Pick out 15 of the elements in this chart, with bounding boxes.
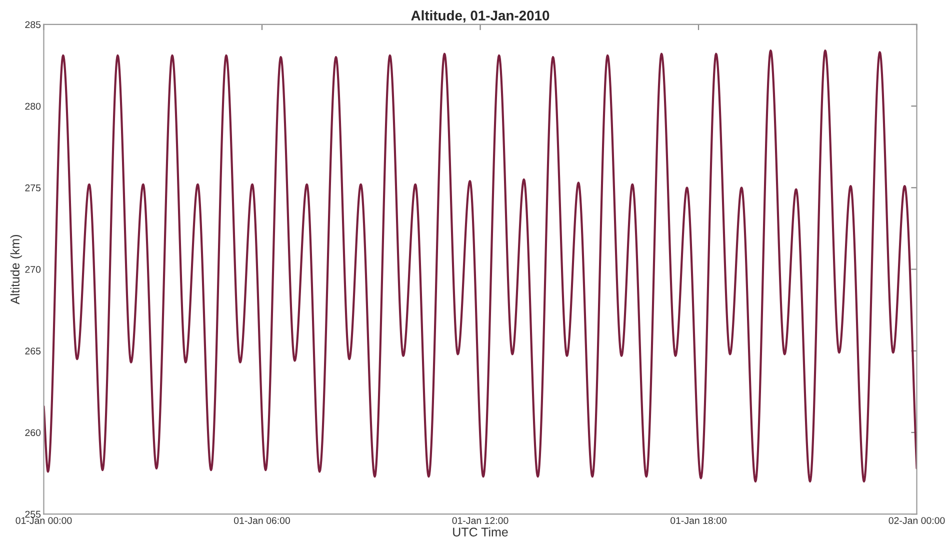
chart-title: Altitude, 01-Jan-2010 <box>411 10 550 22</box>
y-tick-label: 280 <box>25 102 41 110</box>
y-tick-label: 270 <box>25 266 41 273</box>
x-tick-label: 01-Jan 18:00 <box>670 517 727 524</box>
x-tick-label: 02-Jan 00:00 <box>888 517 945 524</box>
y-tick-label: 285 <box>25 21 41 28</box>
x-tick-label: 01-Jan 06:00 <box>234 517 290 524</box>
y-axis-title: Altitude (km) <box>10 234 22 304</box>
x-tick-label: 01-Jan 12:00 <box>452 517 508 524</box>
x-tick-label: 01-Jan 00:00 <box>16 517 72 524</box>
y-tick-label: 275 <box>25 184 41 192</box>
x-axis-title: UTC Time <box>453 527 508 536</box>
y-tick-label: 255 <box>25 510 41 518</box>
y-tick-label: 260 <box>25 429 41 436</box>
y-tick-label: 265 <box>25 348 41 354</box>
